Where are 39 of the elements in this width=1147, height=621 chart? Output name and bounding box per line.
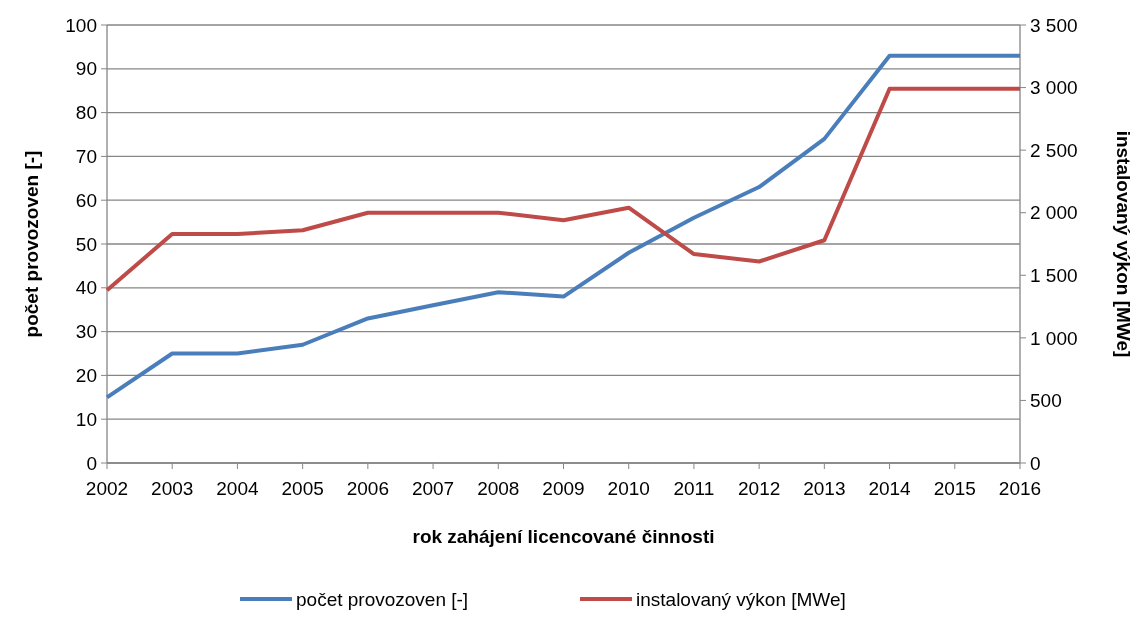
- x-tick-label: 2003: [151, 478, 194, 499]
- x-tick-label: 2012: [738, 478, 781, 499]
- y-tick-label: 0: [86, 452, 97, 474]
- x-tick-label: 2004: [216, 478, 259, 499]
- y2-tick-label: 2 500: [1030, 139, 1078, 161]
- y-tick-label: 90: [75, 58, 97, 80]
- y-tick-label: 20: [75, 365, 97, 387]
- y-tick-label: 10: [75, 408, 97, 430]
- y2-tick-label: 500: [1030, 390, 1062, 412]
- y-tick-label: 50: [75, 233, 97, 255]
- x-tick-label: 2016: [998, 478, 1042, 499]
- x-tick-label: 2009: [542, 478, 585, 499]
- x-tick-label: 2008: [477, 478, 520, 499]
- x-tick-label: 2002: [85, 478, 129, 499]
- x-tick-label: 2013: [803, 478, 846, 499]
- y-tick-label: 40: [75, 277, 97, 299]
- x-axis-title: rok zahájení licencované činnosti: [412, 526, 715, 547]
- x-tick-label: 2007: [411, 478, 455, 499]
- y-tick-label: 30: [75, 321, 97, 343]
- x-tick-label: 2005: [281, 478, 324, 499]
- y2-tick-label: 1 000: [1030, 327, 1078, 349]
- y2-tick-label: 0: [1030, 452, 1041, 474]
- y-tick-label: 70: [75, 146, 97, 168]
- y2-tick-label: 1 500: [1030, 264, 1078, 286]
- x-tick-label: 2014: [868, 478, 912, 499]
- y2-tick-label: 3 500: [1030, 14, 1078, 36]
- y-axis-title: počet provozoven [-]: [21, 150, 42, 338]
- legend-label: počet provozoven [-]: [296, 588, 469, 610]
- y-tick-label: 100: [65, 14, 97, 36]
- y-tick-label: 80: [75, 102, 97, 124]
- x-tick-label: 2010: [607, 478, 650, 499]
- x-tick-label: 2006: [346, 478, 389, 499]
- y-tick-label: 60: [75, 189, 97, 211]
- x-tick-label: 2015: [933, 478, 976, 499]
- y2-tick-label: 2 000: [1030, 202, 1078, 224]
- y2-tick-label: 3 000: [1030, 77, 1078, 99]
- y2-axis-title: instalovaný výkon [MWe]: [1113, 130, 1134, 358]
- legend-label: instalovaný výkon [MWe]: [636, 588, 846, 610]
- x-tick-label: 2011: [673, 478, 715, 499]
